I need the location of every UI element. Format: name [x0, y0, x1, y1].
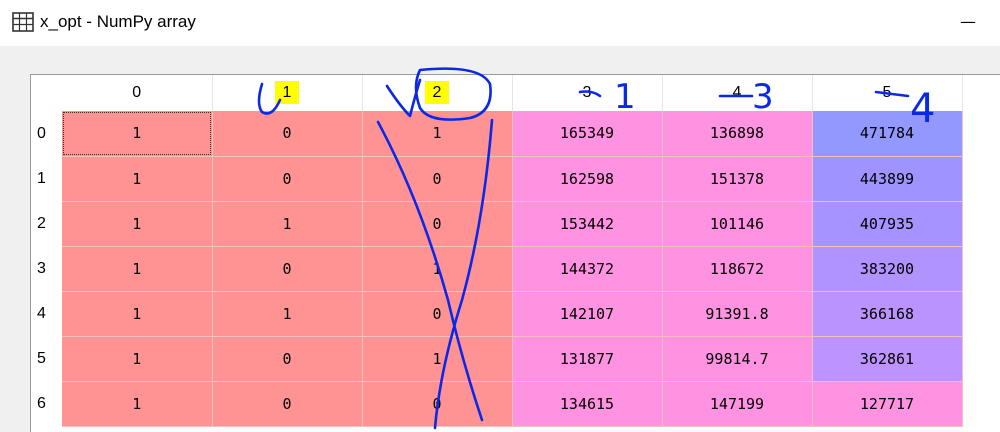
table-cell[interactable]: 407935: [812, 201, 963, 247]
table-row: 1 1 0 0 162598 151378 443899: [31, 156, 963, 202]
window-title: x_opt - NumPy array: [40, 12, 196, 31]
table-cell[interactable]: 362861: [812, 336, 963, 382]
table-cell[interactable]: 162598: [512, 156, 663, 202]
corner-cell: [31, 75, 62, 111]
table-cell[interactable]: 0: [212, 156, 363, 202]
table-cell[interactable]: 99814.7: [662, 336, 813, 382]
column-header-row: 0 1 2 3 4 5: [31, 75, 963, 111]
title-bar: x_opt - NumPy array —: [0, 0, 1000, 46]
table-cell[interactable]: 165349: [512, 111, 663, 157]
table-cell[interactable]: 101146: [662, 201, 813, 247]
table-cell[interactable]: 0: [362, 201, 513, 247]
table-row: 3 1 0 1 144372 118672 383200: [31, 246, 963, 292]
table-cell[interactable]: 1: [62, 201, 213, 247]
row-header-2[interactable]: 2: [31, 201, 62, 246]
row-header-0[interactable]: 0: [31, 111, 62, 156]
column-header-label: 3: [582, 84, 592, 101]
table-cell[interactable]: 1: [62, 381, 213, 427]
table-icon: [12, 12, 34, 32]
row-header-1[interactable]: 1: [31, 156, 62, 201]
column-header-1[interactable]: 1: [212, 75, 363, 111]
table-row: 5 1 0 1 131877 99814.7 362861: [31, 336, 963, 382]
table-cell[interactable]: 1: [212, 201, 363, 247]
table-cell[interactable]: 134615: [512, 381, 663, 427]
table-row: 4 1 1 0 142107 91391.8 366168: [31, 291, 963, 337]
table-cell[interactable]: 0: [362, 381, 513, 427]
table-row: 0 1 0 1 165349 136898 471784: [31, 111, 963, 157]
table-cell[interactable]: 471784: [812, 111, 963, 157]
table-cell[interactable]: 91391.8: [662, 291, 813, 337]
table-cell[interactable]: 1: [362, 111, 513, 157]
table-cell[interactable]: 0: [362, 291, 513, 337]
table-row: 6 1 0 0 134615 147199 127717: [31, 381, 963, 427]
table-cell[interactable]: 366168: [812, 291, 963, 337]
table-cell[interactable]: 147199: [662, 381, 813, 427]
table-cell[interactable]: 1: [62, 291, 213, 337]
column-header-3[interactable]: 3: [512, 75, 663, 111]
table-row: 2 1 1 0 153442 101146 407935: [31, 201, 963, 247]
table-cell[interactable]: 0: [212, 381, 363, 427]
table-cell[interactable]: 1: [62, 246, 213, 292]
table-cell[interactable]: 1: [362, 336, 513, 382]
table-cell[interactable]: 131877: [512, 336, 663, 382]
table-cell[interactable]: 1: [62, 111, 213, 157]
minimize-button[interactable]: —: [960, 12, 976, 31]
table-cell[interactable]: 144372: [512, 246, 663, 292]
table-cell[interactable]: 1: [362, 246, 513, 292]
column-header-2[interactable]: 2: [362, 75, 513, 111]
table-cell[interactable]: 383200: [812, 246, 963, 292]
table-cell[interactable]: 1: [212, 291, 363, 337]
table-cell[interactable]: 0: [212, 111, 363, 157]
table-cell[interactable]: 127717: [812, 381, 963, 427]
row-header-3[interactable]: 3: [31, 246, 62, 291]
column-header-label: 1: [274, 81, 300, 104]
table-cell[interactable]: 118672: [662, 246, 813, 292]
column-header-0[interactable]: 0: [62, 75, 213, 111]
array-table-body: 0 1 0 1 165349 136898 471784 1 1 0 0 162598 151378 44…: [31, 111, 963, 427]
row-header-4[interactable]: 4: [31, 291, 62, 336]
column-header-label: 4: [732, 84, 742, 101]
table-cell[interactable]: 153442: [512, 201, 663, 247]
table-cell[interactable]: 0: [362, 156, 513, 202]
table-cell[interactable]: 0: [212, 246, 363, 292]
table-cell[interactable]: 1: [62, 336, 213, 382]
row-header-5[interactable]: 5: [31, 336, 62, 381]
column-header-label: 5: [882, 84, 892, 101]
table-cell[interactable]: 0: [212, 336, 363, 382]
table-cell[interactable]: 443899: [812, 156, 963, 202]
row-header-6[interactable]: 6: [31, 381, 62, 426]
table-cell[interactable]: 1: [62, 156, 213, 202]
column-header-label: 2: [424, 81, 450, 104]
column-header-label: 0: [132, 84, 142, 101]
table-cell[interactable]: 142107: [512, 291, 663, 337]
table-cell[interactable]: 136898: [662, 111, 813, 157]
column-header-4[interactable]: 4: [662, 75, 813, 111]
column-header-5[interactable]: 5: [812, 75, 963, 111]
table-cell[interactable]: 151378: [662, 156, 813, 202]
